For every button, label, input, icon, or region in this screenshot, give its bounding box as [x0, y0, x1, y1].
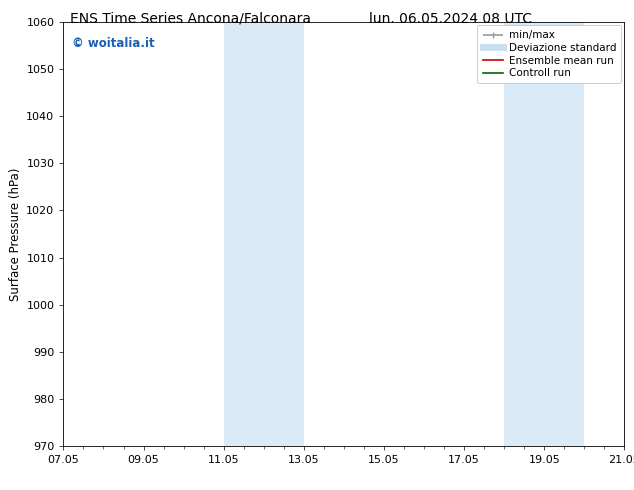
Text: ENS Time Series Ancona/Falconara: ENS Time Series Ancona/Falconara	[70, 12, 311, 26]
Text: lun. 06.05.2024 08 UTC: lun. 06.05.2024 08 UTC	[368, 12, 532, 26]
Bar	[504, 22, 585, 446]
Legend: min/max, Deviazione standard, Ensemble mean run, Controll run: min/max, Deviazione standard, Ensemble m…	[477, 25, 621, 83]
Y-axis label: Surface Pressure (hPa): Surface Pressure (hPa)	[9, 167, 22, 301]
Bar	[224, 22, 304, 446]
Text: © woitalia.it: © woitalia.it	[72, 37, 155, 50]
